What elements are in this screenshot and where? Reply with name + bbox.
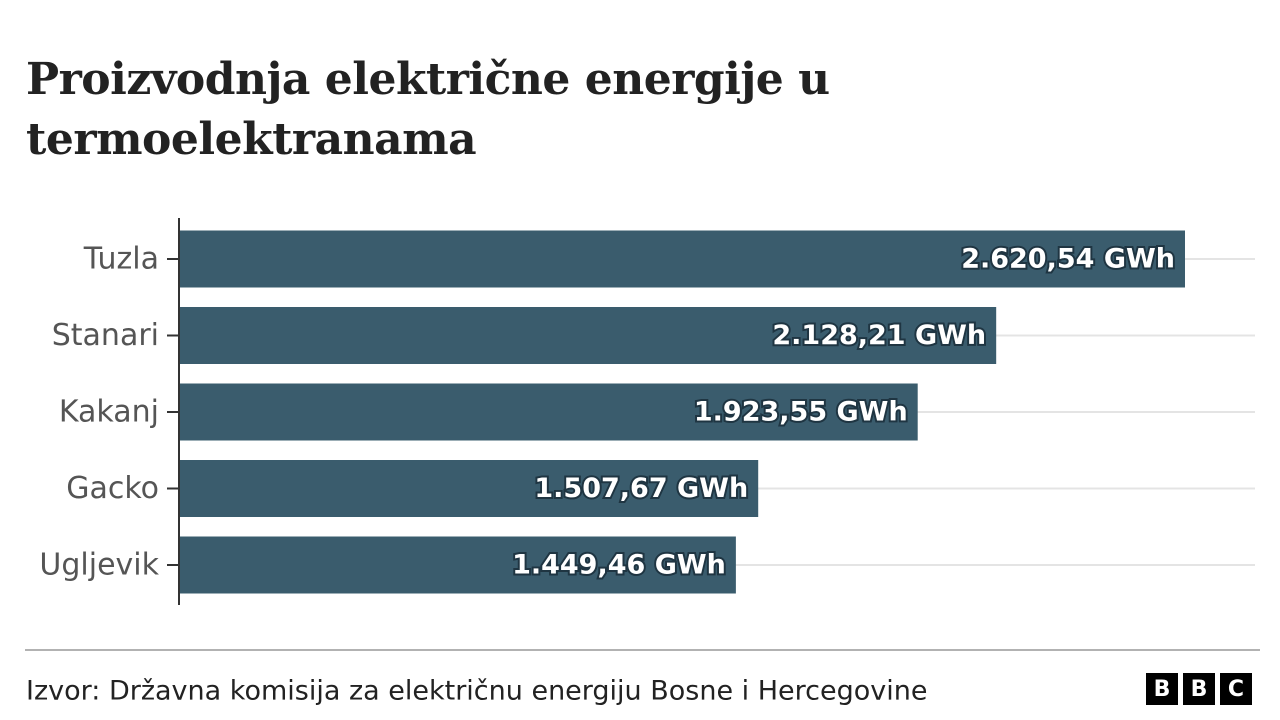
bar: [180, 383, 918, 441]
bar: [180, 460, 759, 517]
value-label: 1.449,46 GWh: [512, 550, 726, 581]
logo-letter: B: [1191, 677, 1208, 702]
logo-letter: B: [1154, 677, 1171, 702]
category-label: Gacko: [66, 471, 159, 506]
source: Izvor: Državna komisija za električnu en…: [26, 676, 928, 707]
bar: [180, 230, 1185, 288]
bar: [180, 536, 736, 594]
value-label: 2.620,54 GWh: [961, 244, 1175, 275]
logo-letter: C: [1228, 677, 1244, 702]
category-label: Kakanj: [59, 395, 159, 430]
chart-title: Proizvodnja električne energije u termoe…: [26, 54, 830, 165]
category-label: Tuzla: [83, 242, 159, 277]
category-label: Stanari: [52, 318, 159, 353]
logo-box: [1183, 673, 1215, 705]
bar: [180, 307, 997, 364]
category-label: Ugljevik: [39, 548, 159, 583]
logo-box: [1220, 673, 1252, 705]
logo-box: [1146, 673, 1178, 705]
value-label: 2.128,21 GWh: [772, 320, 986, 351]
value-label: 1.507,67 GWh: [534, 473, 748, 504]
value-label: 1.923,55 GWh: [694, 397, 908, 428]
